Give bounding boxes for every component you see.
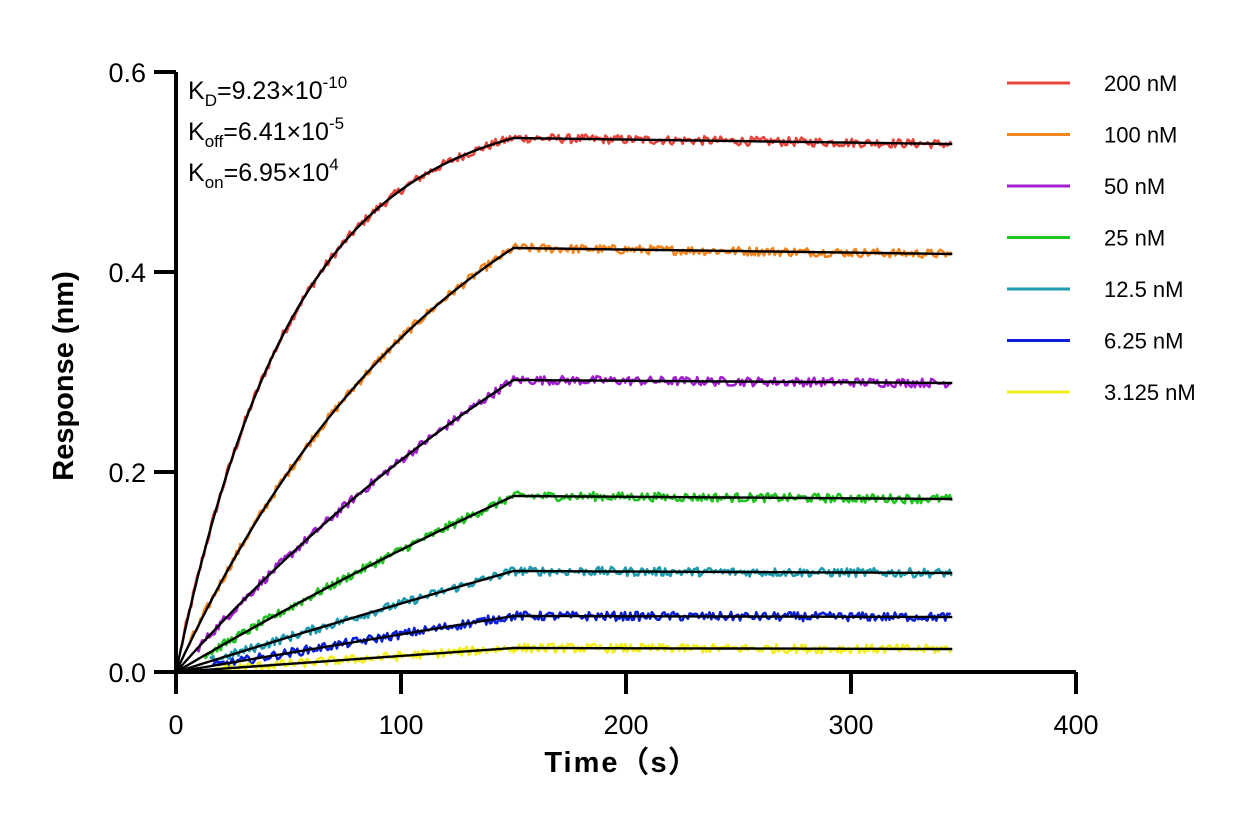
x-tick-label: 100 — [378, 710, 423, 740]
y-tick-label: 0.2 — [108, 458, 146, 488]
x-tick-label: 400 — [1053, 710, 1098, 740]
kinetic-constant-2: Kon=6.95×104 — [188, 155, 339, 192]
x-tick-label: 300 — [828, 710, 873, 740]
fit-line-1 — [174, 246, 953, 673]
fit-line-4 — [175, 569, 953, 674]
legend-label-4: 12.5 nM — [1104, 277, 1184, 302]
legend-label-1: 100 nM — [1104, 123, 1177, 148]
fit-line-0 — [174, 136, 953, 673]
kinetic-constant-1: Koff=6.41×10-5 — [188, 114, 344, 151]
x-tick-label: 200 — [603, 710, 648, 740]
data-lines — [179, 133, 953, 673]
x-tick-label: 0 — [168, 710, 183, 740]
x-ticks: 0 100 200 300 400 — [168, 672, 1099, 740]
y-tick-label: 0.6 — [108, 58, 146, 88]
legend-label-2: 50 nM — [1104, 174, 1165, 199]
axes: 0 100 200 300 400 0.0 0.2 0.4 0.6 — [108, 58, 1098, 740]
y-axis-title: Response (nm) — [48, 271, 80, 480]
legend-label-3: 25 nM — [1104, 226, 1165, 251]
series-line-3 — [203, 490, 953, 660]
x-axis-title: Time（s） — [544, 746, 699, 779]
fit-line-6 — [175, 646, 953, 674]
kinetic-constant-0: KD=9.23×10-10 — [188, 73, 347, 110]
fit-line-3 — [175, 494, 953, 674]
fit-line-2 — [175, 378, 953, 673]
legend: 200 nM 100 nM 50 nM 25 nM 12.5 nM 6.25 nM 3.12… — [1007, 71, 1196, 405]
series-line-2 — [195, 374, 952, 653]
legend-label-0: 200 nM — [1104, 71, 1177, 96]
fit-lines — [174, 136, 953, 674]
legend-label-6: 3.125 nM — [1104, 380, 1196, 405]
y-ticks: 0.0 0.2 0.4 0.6 — [108, 58, 176, 688]
y-tick-label: 0.0 — [108, 658, 146, 688]
legend-label-5: 6.25 nM — [1104, 329, 1184, 354]
y-tick-label: 0.4 — [108, 258, 146, 288]
fit-line-5 — [175, 614, 953, 674]
plot-area — [174, 133, 953, 674]
kinetic-constants: KD=9.23×10-10 Koff=6.41×10-5 Kon=6.95×104 — [188, 73, 347, 192]
